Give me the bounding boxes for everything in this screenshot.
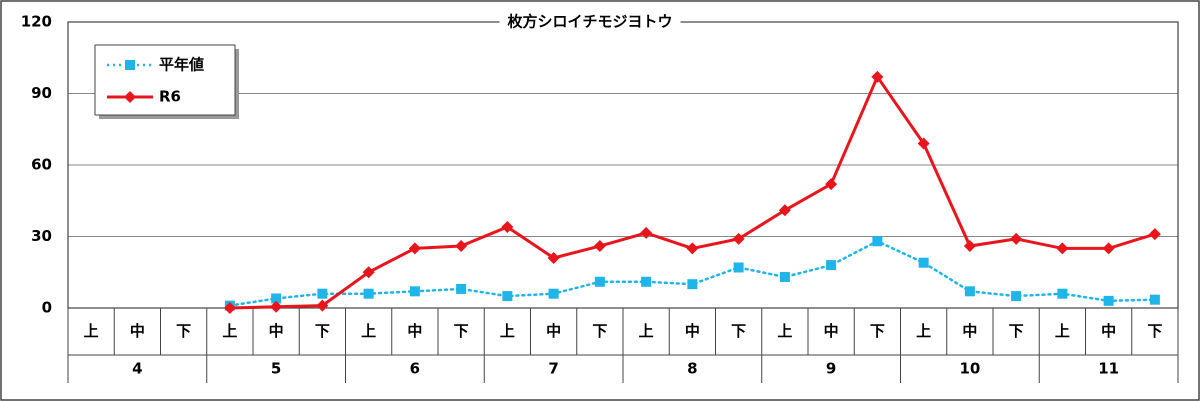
x-group-label: 11 [1098, 360, 1119, 378]
x-tick-label: 中 [1101, 322, 1116, 340]
marker [687, 279, 698, 290]
x-tick-label: 上 [361, 322, 376, 340]
marker [593, 240, 606, 253]
x-tick-label: 中 [130, 322, 145, 340]
marker [1010, 232, 1023, 245]
x-group-label: 7 [548, 360, 558, 378]
marker [317, 288, 328, 299]
marker [1149, 294, 1160, 305]
x-tick-label: 中 [824, 322, 839, 340]
x-tick-label: 上 [639, 322, 654, 340]
marker [501, 220, 514, 233]
x-group-label: 4 [132, 360, 142, 378]
legend-marker [125, 60, 135, 70]
marker [270, 300, 283, 313]
marker [641, 276, 652, 287]
x-tick-label: 下 [592, 322, 607, 340]
chart-title: 枚方シロイチモジヨトウ [507, 13, 672, 31]
marker [964, 286, 975, 297]
x-tick-label: 下 [315, 322, 330, 340]
x-tick-label: 下 [176, 322, 191, 340]
x-tick-label: 中 [407, 322, 422, 340]
x-tick-label: 上 [1055, 322, 1070, 340]
marker [316, 299, 329, 312]
marker [871, 70, 884, 83]
marker [456, 283, 467, 294]
y-tick-label: 90 [31, 84, 52, 102]
marker [363, 288, 374, 299]
x-tick-label: 下 [870, 322, 885, 340]
x-tick-label: 上 [916, 322, 931, 340]
marker [1057, 288, 1068, 299]
x-group-label: 5 [271, 360, 281, 378]
x-tick-label: 中 [685, 322, 700, 340]
marker [732, 232, 745, 245]
marker [963, 240, 976, 253]
marker [825, 178, 838, 191]
marker [917, 137, 930, 150]
x-tick-label: 中 [269, 322, 284, 340]
marker [778, 204, 791, 217]
marker [686, 242, 699, 255]
marker [271, 293, 282, 304]
marker [594, 276, 605, 287]
marker [409, 286, 420, 297]
y-tick-label: 0 [42, 299, 52, 317]
marker [1103, 295, 1114, 306]
marker [1148, 228, 1161, 241]
x-tick-label: 中 [962, 322, 977, 340]
x-group-label: 9 [826, 360, 836, 378]
marker [918, 257, 929, 268]
x-group-label: 8 [687, 360, 697, 378]
series-line [228, 239, 1157, 307]
marker [1011, 291, 1022, 302]
marker [779, 272, 790, 283]
marker [223, 302, 236, 314]
x-tick-label: 下 [731, 322, 746, 340]
marker [1102, 242, 1115, 255]
x-tick-label: 下 [1147, 322, 1162, 340]
x-tick-label: 上 [500, 322, 515, 340]
x-group-label: 6 [410, 360, 420, 378]
legend-marker [124, 91, 136, 103]
x-tick-label: 上 [777, 322, 792, 340]
y-tick-label: 30 [31, 227, 52, 245]
marker [502, 291, 513, 302]
legend [94, 44, 236, 116]
marker [733, 262, 744, 273]
legend-label: R6 [159, 88, 181, 106]
marker [362, 266, 375, 279]
x-tick-label: 上 [84, 322, 99, 340]
legend-label: 平年値 [159, 56, 204, 74]
x-tick-label: 中 [546, 322, 561, 340]
title-background [499, 12, 681, 31]
marker [455, 240, 468, 253]
marker [1056, 242, 1069, 255]
marker [826, 260, 837, 271]
marker [547, 251, 560, 264]
y-tick-label: 60 [31, 156, 52, 174]
marker [548, 288, 559, 299]
marker [872, 236, 883, 247]
x-tick-label: 上 [222, 322, 237, 340]
x-group-label: 10 [959, 360, 980, 378]
x-tick-label: 下 [1009, 322, 1024, 340]
x-tick-label: 下 [454, 322, 469, 340]
marker [640, 226, 653, 239]
marker [408, 242, 421, 255]
y-tick-label: 120 [21, 13, 52, 31]
